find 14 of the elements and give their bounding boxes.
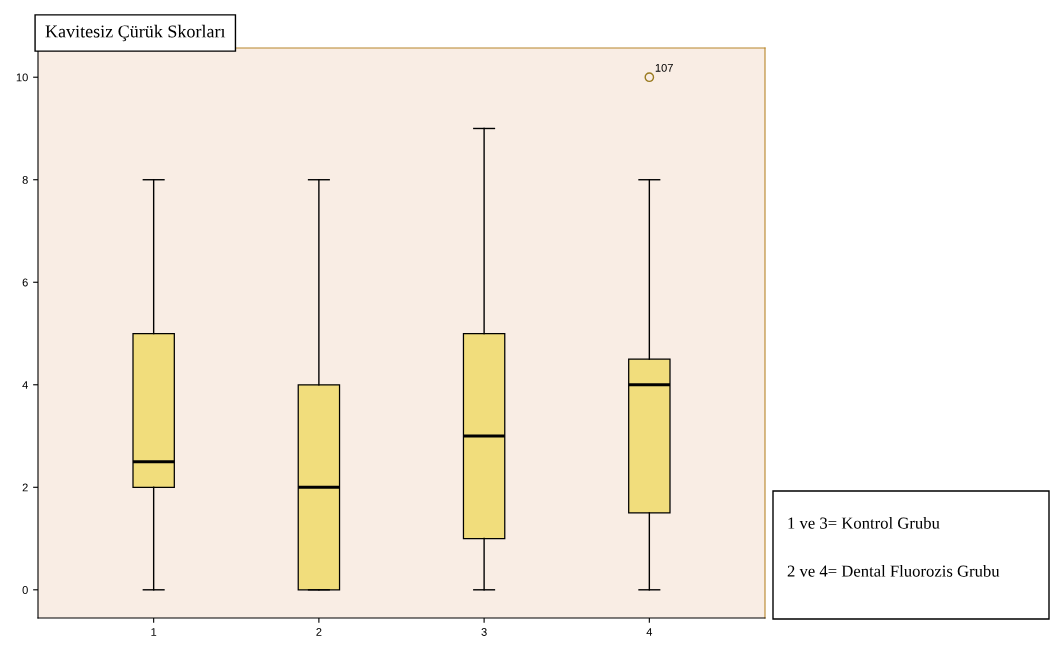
- x-tick-label: 2: [316, 628, 322, 636]
- y-tick-label: 0: [22, 586, 28, 594]
- text: 1 ve 3= Kontrol Grubu: [788, 517, 940, 529]
- y-tick-label: 6: [22, 278, 28, 287]
- x-tick-label: 4: [646, 628, 653, 636]
- x-tick-label: 1: [151, 628, 157, 636]
- text: 2 ve 4= Dental Fluorozis Grubu: [787, 565, 1000, 577]
- y-tick-label: 8: [22, 176, 28, 184]
- y-tick-label: 10: [16, 73, 28, 82]
- annotation: 107: [655, 63, 673, 72]
- y-tick-label: 4: [22, 381, 28, 389]
- y-tick-label: 2: [22, 483, 28, 492]
- chart-title: Kavitesiz Çürük Skorları: [45, 24, 226, 42]
- x-tick-label: 3: [481, 628, 487, 636]
